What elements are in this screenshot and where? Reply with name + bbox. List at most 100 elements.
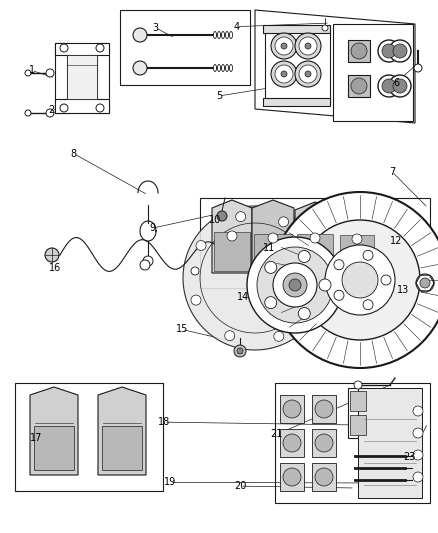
Text: 14: 14 [237, 293, 249, 302]
Bar [340, 235, 374, 276]
Circle shape [196, 240, 206, 251]
Circle shape [274, 332, 284, 341]
Circle shape [382, 79, 396, 93]
Circle shape [133, 61, 147, 75]
Circle shape [96, 104, 104, 112]
Circle shape [298, 251, 310, 262]
Circle shape [265, 297, 277, 309]
Circle shape [319, 279, 331, 291]
Text: 20: 20 [234, 481, 246, 491]
Polygon shape [200, 198, 430, 288]
Bar [34, 426, 74, 470]
Bar [350, 391, 366, 411]
Circle shape [25, 110, 31, 116]
Circle shape [265, 261, 277, 273]
Bar [312, 463, 336, 491]
Text: 8: 8 [71, 149, 77, 158]
Circle shape [283, 468, 301, 486]
Bar [312, 429, 336, 457]
Text: 4: 4 [233, 22, 240, 31]
Circle shape [143, 256, 153, 266]
Text: 9: 9 [149, 223, 155, 233]
Circle shape [295, 33, 321, 59]
Bar [102, 426, 142, 470]
Circle shape [268, 233, 278, 243]
Circle shape [305, 71, 311, 77]
Text: 21: 21 [271, 430, 283, 439]
Circle shape [389, 40, 411, 62]
Circle shape [60, 104, 68, 112]
Circle shape [334, 290, 344, 300]
Circle shape [46, 109, 54, 117]
Circle shape [281, 43, 287, 49]
Circle shape [414, 64, 422, 72]
Text: 16: 16 [49, 263, 61, 272]
Circle shape [325, 245, 395, 315]
Circle shape [354, 381, 362, 389]
Circle shape [300, 220, 420, 340]
Polygon shape [255, 10, 415, 123]
Circle shape [225, 330, 235, 341]
Circle shape [275, 65, 293, 83]
Circle shape [283, 273, 307, 297]
Circle shape [315, 434, 333, 452]
Text: 11: 11 [263, 243, 276, 253]
Polygon shape [183, 206, 327, 350]
Text: 2: 2 [49, 106, 55, 115]
Circle shape [393, 44, 407, 58]
Circle shape [191, 295, 201, 305]
Circle shape [334, 260, 344, 270]
Polygon shape [30, 387, 78, 475]
Circle shape [315, 468, 333, 486]
Circle shape [416, 274, 434, 292]
Bar [97, 43, 109, 113]
Circle shape [298, 308, 310, 319]
Circle shape [271, 33, 297, 59]
Text: 6: 6 [393, 78, 399, 87]
Bar [280, 395, 304, 423]
Wedge shape [285, 253, 327, 303]
Circle shape [283, 400, 301, 418]
Circle shape [271, 61, 297, 87]
Bar [348, 75, 370, 97]
Bar [275, 383, 430, 503]
Circle shape [234, 345, 246, 357]
Circle shape [279, 217, 289, 227]
Circle shape [227, 231, 237, 241]
Circle shape [299, 65, 317, 83]
Bar [15, 383, 163, 491]
Polygon shape [252, 200, 294, 278]
Circle shape [305, 243, 315, 253]
Circle shape [140, 260, 150, 270]
Bar [263, 98, 330, 106]
Ellipse shape [213, 31, 216, 38]
Circle shape [299, 37, 317, 55]
Circle shape [237, 348, 243, 354]
Circle shape [413, 450, 423, 460]
Circle shape [133, 28, 147, 42]
Polygon shape [98, 387, 146, 475]
Circle shape [60, 44, 68, 52]
Circle shape [281, 71, 287, 77]
Circle shape [257, 247, 333, 323]
Text: 10: 10 [209, 215, 222, 224]
Circle shape [393, 79, 407, 93]
Circle shape [413, 406, 423, 416]
Text: 23: 23 [403, 453, 416, 462]
Bar [358, 388, 422, 498]
Bar [55, 43, 67, 113]
Circle shape [272, 192, 438, 368]
Circle shape [363, 251, 373, 260]
Ellipse shape [213, 64, 216, 71]
Bar [55, 43, 109, 55]
Ellipse shape [222, 31, 225, 38]
Circle shape [46, 69, 54, 77]
Circle shape [413, 472, 423, 482]
Circle shape [191, 267, 199, 275]
Text: 19: 19 [164, 478, 176, 487]
Circle shape [420, 278, 430, 288]
Text: 15: 15 [176, 325, 188, 334]
Bar [348, 40, 370, 62]
Bar [55, 99, 109, 113]
Circle shape [273, 263, 317, 307]
